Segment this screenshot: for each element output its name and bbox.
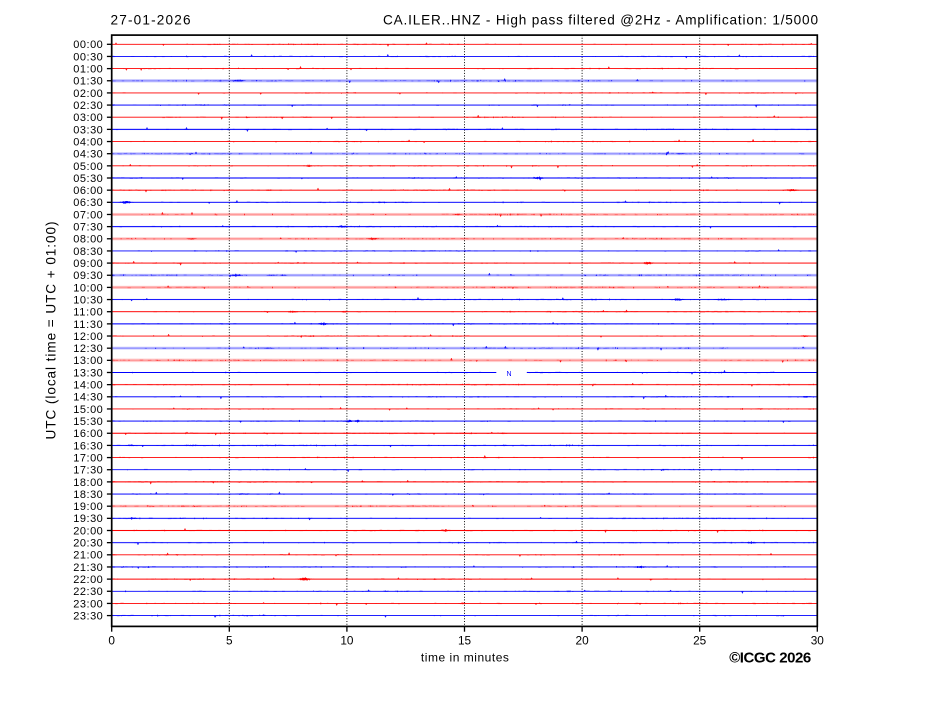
svg-text:16:30: 16:30 — [73, 440, 103, 452]
svg-text:06:30: 06:30 — [73, 197, 103, 209]
svg-text:time in minutes: time in minutes — [421, 651, 509, 665]
svg-text:17:30: 17:30 — [73, 465, 103, 477]
svg-text:11:00: 11:00 — [73, 307, 103, 319]
svg-text:12:00: 12:00 — [73, 331, 103, 343]
svg-text:08:00: 08:00 — [73, 234, 103, 246]
svg-text:04:30: 04:30 — [73, 149, 103, 161]
svg-text:22:30: 22:30 — [73, 586, 103, 598]
svg-text:25: 25 — [693, 633, 707, 647]
svg-text:10:30: 10:30 — [73, 294, 103, 306]
svg-text:18:00: 18:00 — [73, 477, 103, 489]
svg-text:00:30: 00:30 — [73, 51, 103, 63]
svg-text:23:00: 23:00 — [73, 598, 103, 610]
svg-text:23:30: 23:30 — [73, 610, 103, 622]
svg-text:06:00: 06:00 — [73, 185, 103, 197]
svg-text:10:00: 10:00 — [73, 282, 103, 294]
svg-text:08:30: 08:30 — [73, 246, 103, 258]
svg-text:19:30: 19:30 — [73, 513, 103, 525]
svg-text:07:30: 07:30 — [73, 222, 103, 234]
svg-text:02:00: 02:00 — [73, 88, 103, 100]
svg-text:21:30: 21:30 — [73, 562, 103, 574]
svg-text:05:00: 05:00 — [73, 161, 103, 173]
svg-text:©ICGC 2026: ©ICGC 2026 — [729, 650, 811, 667]
svg-text:22:00: 22:00 — [73, 574, 103, 586]
svg-text:21:00: 21:00 — [73, 550, 103, 562]
svg-text:02:30: 02:30 — [73, 100, 103, 112]
svg-text:04:00: 04:00 — [73, 136, 103, 148]
svg-text:16:00: 16:00 — [73, 428, 103, 440]
svg-text:19:00: 19:00 — [73, 501, 103, 513]
svg-text:20:00: 20:00 — [73, 525, 103, 537]
svg-text:00:00: 00:00 — [73, 39, 103, 51]
svg-text:15: 15 — [458, 633, 472, 647]
svg-text:27-01-2026: 27-01-2026 — [111, 12, 191, 27]
svg-text:12:30: 12:30 — [73, 343, 103, 355]
svg-text:14:00: 14:00 — [73, 380, 103, 392]
svg-text:N: N — [507, 371, 512, 378]
svg-text:14:30: 14:30 — [73, 392, 103, 404]
svg-text:18:30: 18:30 — [73, 489, 103, 501]
svg-text:17:00: 17:00 — [73, 452, 103, 464]
svg-text:15:30: 15:30 — [73, 416, 103, 428]
svg-text:13:30: 13:30 — [73, 367, 103, 379]
svg-text:03:30: 03:30 — [73, 124, 103, 136]
svg-text:20: 20 — [576, 633, 590, 647]
svg-text:20:30: 20:30 — [73, 538, 103, 550]
svg-text:10: 10 — [340, 633, 354, 647]
svg-text:09:00: 09:00 — [73, 258, 103, 270]
svg-text:CA.ILER..HNZ - High pass filte: CA.ILER..HNZ - High pass filtered @2Hz -… — [383, 12, 818, 27]
svg-text:09:30: 09:30 — [73, 270, 103, 282]
svg-text:13:00: 13:00 — [73, 355, 103, 367]
svg-text:01:00: 01:00 — [73, 64, 103, 76]
svg-text:0: 0 — [108, 633, 115, 647]
svg-text:03:00: 03:00 — [73, 112, 103, 124]
svg-text:30: 30 — [811, 633, 825, 647]
svg-text:07:00: 07:00 — [73, 209, 103, 221]
svg-text:01:30: 01:30 — [73, 76, 103, 88]
svg-text:15:00: 15:00 — [73, 404, 103, 416]
svg-text:5: 5 — [226, 633, 233, 647]
svg-text:05:30: 05:30 — [73, 173, 103, 185]
svg-text:11:30: 11:30 — [73, 319, 103, 331]
svg-text:UTC (local time = UTC + 01:00): UTC (local time = UTC + 01:00) — [44, 222, 59, 440]
